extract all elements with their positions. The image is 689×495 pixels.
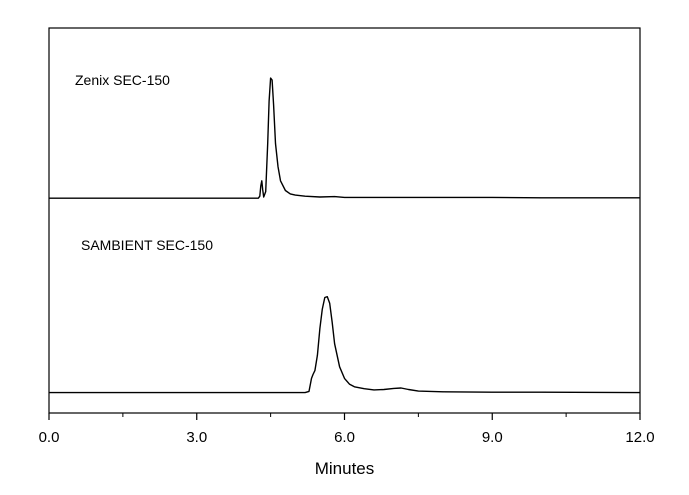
series-line-zenix (49, 77, 640, 199)
x-tick-label: 9.0 (482, 429, 503, 446)
x-tick-label: 0.0 (39, 429, 60, 446)
x-tick-label: 12.0 (625, 429, 654, 446)
series-label-sambient: SAMBIENT SEC-150 (81, 237, 213, 253)
series-label-zenix: Zenix SEC-150 (75, 72, 170, 88)
series-line-sambient (49, 296, 641, 394)
series-layer (49, 77, 641, 394)
x-tick-label: 6.0 (334, 429, 355, 446)
x-tick-label: 3.0 (186, 429, 207, 446)
x-axis-title: Minutes (315, 459, 375, 478)
x-axis: 0.0 3.0 6.0 9.0 12.0 (39, 413, 655, 446)
